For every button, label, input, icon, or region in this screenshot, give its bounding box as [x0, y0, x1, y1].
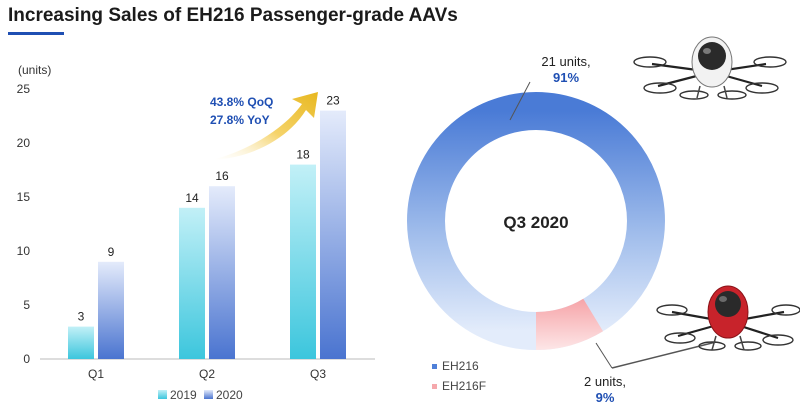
- y-tick-label: 5: [23, 298, 30, 312]
- eh216-aav-white-icon: [633, 36, 787, 100]
- legend-swatch-eh216f: [432, 384, 437, 389]
- bar-value-label: 14: [185, 191, 199, 205]
- callout-line-eh216f: [595, 342, 613, 369]
- growth-yoy-label: 27.8% YoY: [210, 113, 270, 127]
- x-tick-label: Q2: [199, 367, 215, 381]
- eh216f-aav-red-icon: [611, 285, 800, 369]
- x-tick-label: Q3: [310, 367, 326, 381]
- bar-value-label: 23: [326, 94, 340, 108]
- page-title: Increasing Sales of EH216 Passenger-grad…: [8, 5, 458, 26]
- callout-eh216-pct: 91%: [553, 70, 579, 85]
- donut-chart: Q3 2020 21 units, 91% 2 units, 9% EH216 …: [407, 54, 665, 405]
- y-axis-label: (units): [18, 63, 51, 77]
- bars: 3 9 14 16 18 23: [68, 94, 346, 359]
- legend-swatch-2019: [158, 390, 167, 399]
- legend-label-2020: 2020: [216, 388, 243, 402]
- x-axis-ticks: Q1 Q2 Q3: [88, 367, 326, 381]
- legend-swatch-eh216: [432, 364, 437, 369]
- callout-eh216f-pct: 9%: [596, 390, 615, 405]
- legend-label-eh216: EH216: [442, 359, 479, 373]
- legend-label-2019: 2019: [170, 388, 197, 402]
- growth-arrow-icon: [212, 92, 318, 160]
- y-axis-ticks: 0 5 10 15 20 25: [17, 82, 31, 366]
- legend-swatch-2020: [204, 390, 213, 399]
- bar-2020-Q1: [98, 261, 124, 359]
- y-tick-label: 25: [17, 82, 31, 96]
- title-underline: [8, 32, 64, 35]
- x-tick-label: Q1: [88, 367, 104, 381]
- y-tick-label: 0: [23, 352, 30, 366]
- y-tick-label: 10: [17, 244, 31, 258]
- bar-2019-Q1: [68, 326, 94, 359]
- bar-2019-Q3: [290, 164, 316, 359]
- donut-center-label: Q3 2020: [503, 213, 568, 232]
- bar-2020-Q2: [209, 186, 235, 359]
- callout-line-eh216: [509, 81, 531, 121]
- legend-label-eh216f: EH216F: [442, 379, 486, 393]
- y-tick-label: 20: [17, 136, 31, 150]
- y-tick-label: 15: [17, 190, 31, 204]
- callout-eh216f-units: 2 units,: [584, 374, 626, 389]
- bar-value-label: 9: [108, 245, 115, 259]
- callout-eh216-units: 21 units,: [541, 54, 590, 69]
- bar-chart: (units) 0 5 10 15 20 25 3 9 14 16 18 23 Q1 Q2 Q3 43.…: [17, 63, 375, 402]
- bar-value-label: 3: [78, 310, 85, 324]
- bar-2020-Q3: [320, 110, 346, 359]
- growth-qoq-label: 43.8% QoQ: [210, 95, 273, 109]
- donut-slice-eh216f: [536, 298, 604, 350]
- bar-value-label: 16: [215, 169, 229, 183]
- bar-2019-Q2: [179, 207, 205, 359]
- bar-value-label: 18: [296, 148, 310, 162]
